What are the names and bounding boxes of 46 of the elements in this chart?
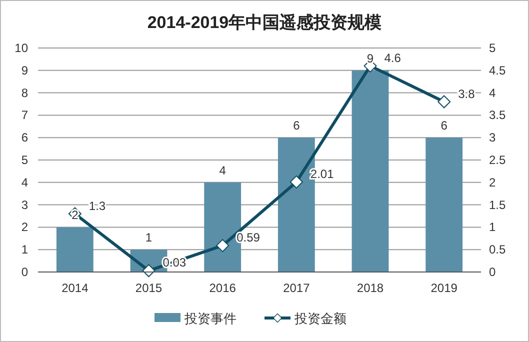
- bar: [352, 70, 389, 272]
- x-tick-label: 2016: [209, 281, 236, 295]
- data-label: 6: [440, 118, 448, 133]
- y2-tick-label: 0: [489, 265, 496, 279]
- point: [438, 95, 451, 108]
- bar: [426, 138, 463, 272]
- legend-label: 投资金额: [294, 311, 346, 326]
- data-label: 1.3: [88, 198, 106, 213]
- y2-tick-label: 4.5: [489, 63, 506, 78]
- point: [216, 239, 230, 252]
- point: [142, 264, 156, 278]
- x-tick-label: 2015: [135, 281, 162, 295]
- x-tick-label: 2019: [430, 281, 458, 295]
- y-tick-label: 9: [21, 63, 28, 78]
- x-tick-label: 2017: [283, 281, 310, 295]
- y-tick-label: 10: [14, 41, 28, 55]
- y-tick-label: 3: [21, 198, 28, 212]
- y-tick-label: 4: [21, 175, 28, 190]
- data-label: 4.6: [384, 50, 402, 65]
- data-label: 1: [145, 230, 152, 245]
- y-tick-label: 0: [21, 265, 28, 279]
- y2-tick-label: 1: [489, 220, 496, 234]
- y-tick-label: 8: [21, 86, 28, 100]
- data-label: 4: [219, 163, 226, 178]
- y2-tick-label: 4: [489, 86, 496, 100]
- y-tick-label: 5: [21, 153, 28, 167]
- legend-label: 投资事件: [184, 311, 236, 326]
- y-tick-label: 2: [21, 220, 28, 234]
- bar: [56, 227, 94, 272]
- y-tick-label: 7: [21, 108, 28, 122]
- data-label: 6: [293, 118, 300, 133]
- x-tick-label: 2014: [62, 281, 89, 295]
- y2-tick-label: 2: [489, 175, 496, 190]
- x-tick-label: 2018: [356, 281, 384, 295]
- y-tick-label: 6: [21, 130, 28, 145]
- y2-tick-label: 2.5: [489, 153, 506, 167]
- y2-tick-label: 3: [489, 130, 496, 145]
- y2-tick-label: 0.5: [489, 242, 506, 257]
- chart-title: 2014-2019年中国遥感投资规模: [147, 13, 382, 32]
- y-tick-label: 1: [21, 242, 28, 257]
- data-label: 3.8: [458, 86, 476, 101]
- y2-tick-label: 3.5: [489, 108, 506, 122]
- y2-tick-label: 5: [489, 41, 496, 55]
- point: [290, 175, 303, 188]
- y2-tick-label: 1.5: [489, 198, 506, 212]
- data-label: 0.03: [162, 256, 186, 270]
